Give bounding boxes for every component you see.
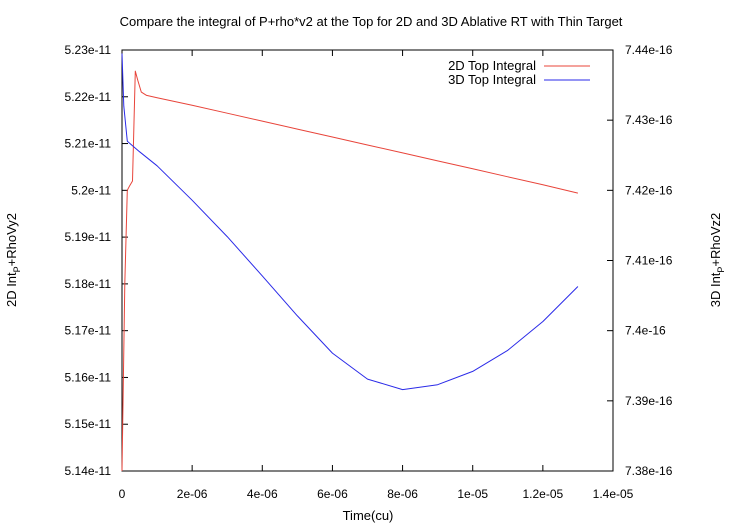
right-y-tick-label: 7.42e-16	[625, 183, 673, 197]
series-line-2d	[121, 70, 579, 472]
left-y-tick-label: 5.16e-11	[65, 370, 112, 384]
x-tick-label: 8e-06	[387, 487, 418, 501]
right-y-tick-label: 7.38e-16	[625, 464, 673, 478]
left-y-axis-ticks: 5.14e-11 5.15e-11 5.16e-11 5.17e-11 5.18e-11…	[65, 43, 128, 478]
left-y-tick-label: 5.21e-11	[65, 137, 112, 151]
left-y-tick-label: 5.17e-11	[65, 324, 112, 338]
right-y-axis-label-pre: 3D Int	[708, 272, 723, 307]
series-layer	[121, 53, 579, 472]
right-y-axis-label-sub: P	[716, 267, 726, 273]
right-y-tick-label: 7.41e-16	[625, 254, 673, 268]
x-tick-label: 1e-05	[457, 487, 488, 501]
legend: 2D Top Integral 3D Top Integral	[448, 58, 590, 87]
left-y-axis-label-pre: 2D Int	[4, 272, 19, 307]
x-tick-label: 2e-06	[177, 487, 208, 501]
x-tick-label: 4e-06	[247, 487, 278, 501]
left-y-tick-label: 5.14e-11	[65, 464, 112, 478]
series-line-3d	[121, 53, 579, 391]
x-tick-label: 1.4e-05	[593, 487, 634, 501]
x-tick-label: 1.2e-05	[523, 487, 564, 501]
right-y-tick-label: 7.39e-16	[625, 394, 673, 408]
legend-label-3d: 3D Top Integral	[448, 72, 536, 87]
legend-label-2d: 2D Top Integral	[448, 58, 536, 73]
left-y-tick-label: 5.2e-11	[71, 183, 111, 197]
left-y-axis-label-post: +RhoVy2	[4, 213, 19, 266]
x-axis-ticks: 0 2e-06 4e-06 6e-06 8e-06 1e-05 1.2e-05 1.4e-05	[119, 50, 634, 501]
plot-frame	[121, 49, 614, 472]
left-y-axis-label: 2D IntP+RhoVy2	[4, 213, 22, 307]
right-y-tick-label: 7.4e-16	[625, 324, 666, 338]
right-y-axis-ticks: 7.38e-16 7.39e-16 7.4e-16 7.41e-16 7.42e-16 7…	[607, 43, 673, 478]
x-tick-label: 0	[119, 487, 126, 501]
right-y-tick-label: 7.44e-16	[625, 43, 673, 57]
x-axis-label: Time(cu)	[343, 508, 394, 523]
right-y-axis-label-post: +RhoVz2	[708, 213, 723, 267]
plot-border	[121, 49, 614, 472]
left-y-tick-label: 5.19e-11	[65, 230, 112, 244]
chart-title: Compare the integral of P+rho*v2 at the …	[120, 14, 623, 29]
left-y-axis-label-sub: P	[12, 266, 22, 272]
right-y-axis-label: 3D IntP+RhoVz2	[708, 213, 726, 308]
x-tick-label: 6e-06	[317, 487, 348, 501]
left-y-tick-label: 5.18e-11	[65, 277, 112, 291]
right-y-tick-label: 7.43e-16	[625, 113, 673, 127]
left-y-tick-label: 5.15e-11	[65, 417, 112, 431]
left-y-tick-label: 5.23e-11	[65, 43, 112, 57]
left-y-tick-label: 5.22e-11	[65, 90, 112, 104]
